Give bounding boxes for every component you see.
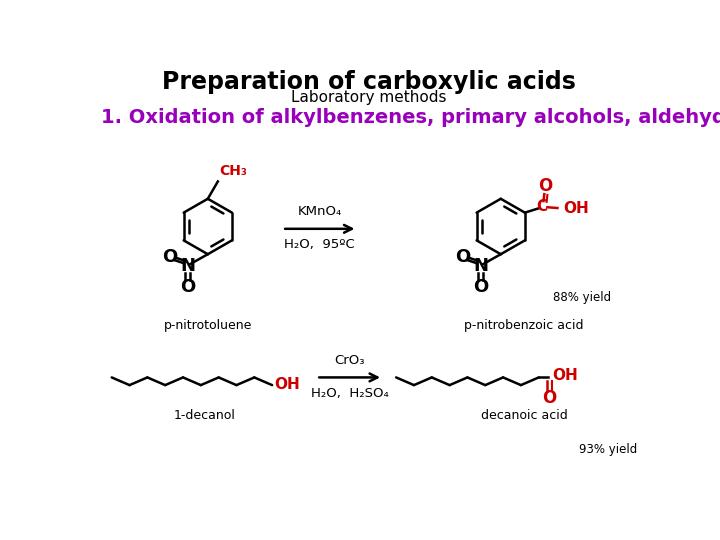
Text: 88% yield: 88% yield	[553, 291, 611, 304]
Text: H₂O,  H₂SO₄: H₂O, H₂SO₄	[311, 387, 389, 400]
Text: O: O	[180, 278, 195, 295]
Text: OH: OH	[564, 200, 590, 215]
Text: p-nitrotoluene: p-nitrotoluene	[163, 319, 252, 332]
Text: CH₃: CH₃	[220, 164, 247, 178]
Text: OH: OH	[274, 377, 300, 392]
Text: O: O	[542, 389, 557, 407]
Text: KMnO₄: KMnO₄	[297, 205, 342, 218]
Text: O: O	[473, 278, 488, 295]
Text: p-nitrobenzoic acid: p-nitrobenzoic acid	[464, 319, 584, 332]
Text: Preparation of carboxylic acids: Preparation of carboxylic acids	[162, 70, 576, 94]
Text: O: O	[538, 177, 552, 195]
Text: N: N	[180, 256, 195, 275]
Text: H₂O,  95ºC: H₂O, 95ºC	[284, 238, 355, 251]
Text: O: O	[455, 248, 470, 266]
Text: Laboratory methods: Laboratory methods	[292, 90, 446, 105]
Text: 93% yield: 93% yield	[579, 443, 637, 456]
Text: C: C	[536, 199, 547, 214]
Text: N: N	[473, 256, 488, 275]
Text: CrO₃: CrO₃	[334, 354, 365, 367]
Text: O: O	[162, 248, 177, 266]
Text: decanoic acid: decanoic acid	[481, 409, 567, 422]
Text: OH: OH	[553, 368, 578, 383]
Text: 1-decanol: 1-decanol	[174, 409, 235, 422]
Text: 1. Oxidation of alkylbenzenes, primary alcohols, aldehydes: 1. Oxidation of alkylbenzenes, primary a…	[101, 107, 720, 127]
